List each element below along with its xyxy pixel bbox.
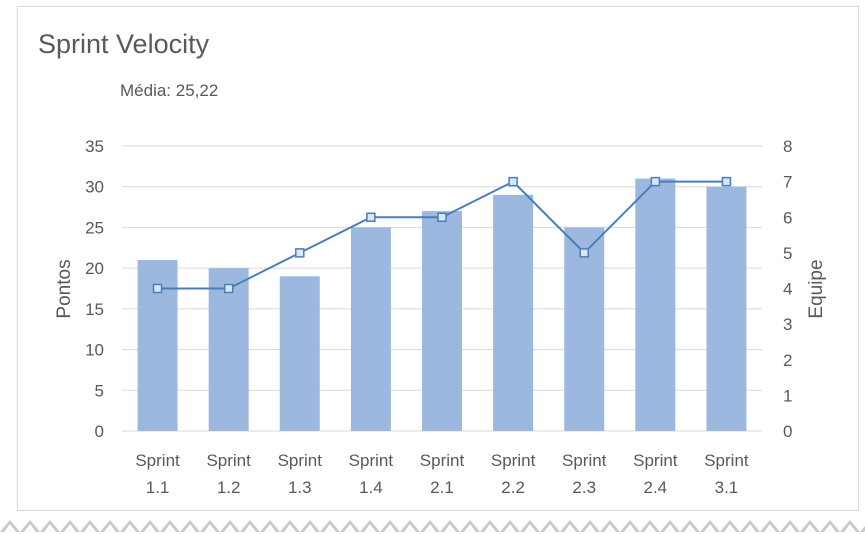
x-tick-label: Sprint	[135, 451, 180, 470]
y2-tick-label: 4	[783, 280, 792, 299]
bar	[493, 194, 534, 431]
y-tick-label: 10	[85, 341, 104, 360]
bar	[422, 211, 462, 431]
line-point	[579, 248, 589, 258]
y2-tick-label: 6	[783, 208, 792, 227]
x-tick-label: 2.4	[644, 478, 668, 497]
x-tick-label: 2.3	[572, 478, 596, 497]
y-tick-label: 5	[95, 381, 104, 400]
line-point	[366, 212, 376, 222]
bar	[564, 227, 605, 431]
line-point	[295, 248, 305, 258]
bar	[706, 186, 747, 431]
chart-subtitle: Média: 25,22	[120, 81, 219, 100]
torn-edge-decoration	[0, 514, 865, 534]
x-tick-label: 1.2	[217, 478, 241, 497]
x-tick-label: Sprint	[562, 451, 607, 470]
y-tick-label: 35	[85, 137, 104, 156]
y2-tick-label: 2	[783, 351, 792, 370]
y-axis-title: Pontos	[54, 259, 75, 318]
bar	[279, 276, 320, 431]
y2-tick-label: 1	[783, 386, 792, 405]
x-tick-label: Sprint	[704, 451, 749, 470]
y-tick-label: 15	[85, 300, 104, 319]
chart-title: Sprint Velocity	[38, 29, 210, 59]
x-tick-label: Sprint	[491, 451, 536, 470]
y2-tick-label: 8	[783, 137, 792, 156]
y-tick-label: 25	[85, 218, 104, 237]
line-point	[152, 283, 163, 294]
line-point	[508, 176, 518, 187]
x-tick-label: Sprint	[420, 451, 465, 470]
y2-axis-title: Equipe	[806, 259, 827, 318]
y-tick-label: 0	[95, 422, 104, 441]
y-tick-label: 20	[85, 259, 104, 278]
bar	[635, 178, 676, 431]
line-point	[650, 176, 661, 187]
y2-tick-label: 3	[783, 315, 792, 334]
x-tick-label: 1.1	[146, 478, 170, 497]
x-tick-label: 2.1	[430, 478, 454, 497]
bar	[208, 268, 249, 431]
x-tick-label: Sprint	[349, 451, 394, 470]
x-tick-label: Sprint	[633, 451, 678, 470]
y2-tick-label: 0	[783, 422, 792, 441]
y2-tick-label: 7	[783, 173, 792, 192]
line-point	[721, 176, 732, 187]
y2-tick-label: 5	[783, 244, 792, 263]
x-tick-label: 1.3	[288, 478, 312, 497]
x-tick-label: Sprint	[206, 451, 251, 470]
x-tick-label: 3.1	[715, 478, 739, 497]
x-tick-label: 1.4	[359, 478, 383, 497]
line-point	[223, 283, 234, 294]
y-tick-label: 30	[85, 178, 104, 197]
x-tick-label: 2.2	[501, 478, 525, 497]
bar	[350, 227, 391, 431]
x-tick-label: Sprint	[278, 451, 323, 470]
line-point	[437, 212, 447, 222]
